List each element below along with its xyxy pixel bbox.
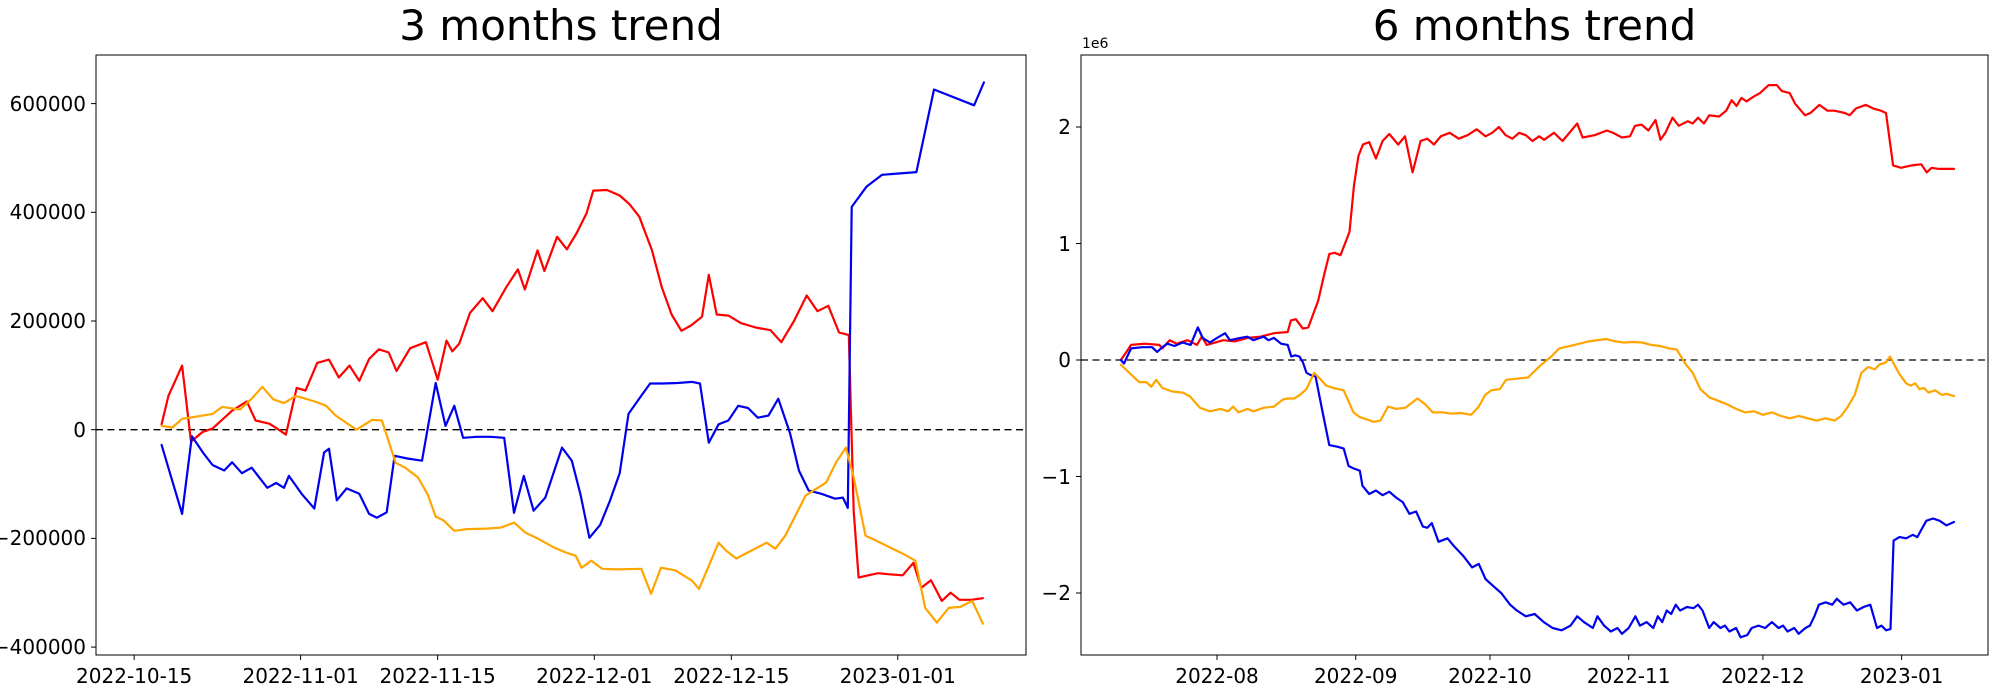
right-red-line — [1119, 83, 1956, 362]
y-tick-label: −1 — [1041, 464, 1071, 489]
x-tick-label: 2022-09 — [1313, 664, 1398, 688]
y-tick-label: 200000 — [9, 309, 86, 333]
x-tick-label: 2022-11-01 — [242, 664, 359, 688]
x-tick-label: 2022-11 — [1586, 664, 1671, 688]
right-blue-line — [1119, 326, 1956, 639]
x-tick-label: 2022-12 — [1721, 664, 1805, 688]
left-orange-line — [160, 385, 985, 625]
x-tick-label: 2023-01 — [1859, 664, 1944, 688]
left-plot-border — [95, 54, 1027, 656]
y-tick-label: 0 — [73, 417, 86, 442]
x-tick-label: 2022-10-15 — [76, 664, 193, 688]
y-tick-label: −400000 — [0, 635, 86, 660]
left-red-line — [160, 188, 985, 603]
x-tick-label: 2022-12-01 — [536, 664, 653, 688]
x-tick-label: 2022-08 — [1175, 664, 1259, 688]
y-tick-label: 1 — [1058, 231, 1071, 256]
y-tick-label: 600000 — [9, 91, 86, 116]
y-tick-label: 400000 — [9, 200, 86, 225]
left-blue-line — [160, 81, 986, 539]
right-chart-title: 6 months trend — [1372, 1, 1697, 50]
right-plot-border — [1080, 54, 1989, 656]
x-tick-label: 2023-01-01 — [839, 664, 956, 688]
y-tick-label: 0 — [1058, 348, 1071, 372]
left-chart-title: 3 months trend — [399, 1, 723, 50]
x-tick-label: 2022-10 — [1448, 664, 1532, 688]
y-tick-label: −200000 — [0, 526, 86, 551]
x-tick-label: 2022-12-15 — [673, 664, 790, 688]
x-tick-label: 2022-11-15 — [379, 664, 496, 688]
right-orange-line — [1119, 337, 1956, 423]
y-tick-label: −2 — [1041, 581, 1071, 606]
y-axis-offset-label: 1e6 — [1082, 36, 1109, 52]
y-tick-label: 2 — [1058, 115, 1071, 139]
